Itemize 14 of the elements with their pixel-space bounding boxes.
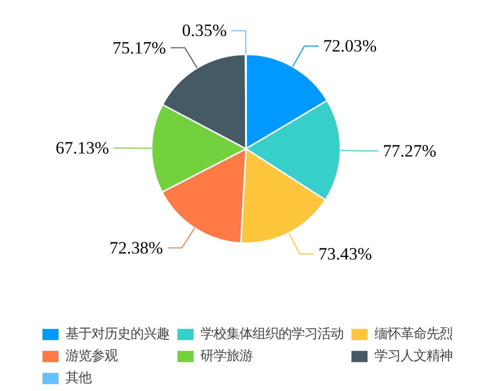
legend-label: 学习人文精神 bbox=[374, 348, 452, 365]
data-label: 75.17% bbox=[112, 38, 166, 58]
legend-label: 其他 bbox=[66, 370, 92, 387]
data-label: 0.35% bbox=[182, 21, 227, 40]
legend-label: 研学旅游 bbox=[200, 348, 252, 365]
data-label: 72.03% bbox=[323, 36, 377, 56]
data-label: 77.27% bbox=[382, 141, 436, 160]
data-label: 73.43% bbox=[318, 244, 372, 264]
legend-label: 学校集体组织的学习活动 bbox=[200, 326, 344, 343]
legend-label: 基于对历史的兴趣 bbox=[66, 326, 170, 343]
data-label: 67.13% bbox=[56, 138, 110, 158]
legend-label: 缅怀革命先烈 bbox=[374, 326, 452, 343]
legend-label: 游览参观 bbox=[66, 348, 118, 365]
data-label: 72.38% bbox=[110, 238, 163, 258]
